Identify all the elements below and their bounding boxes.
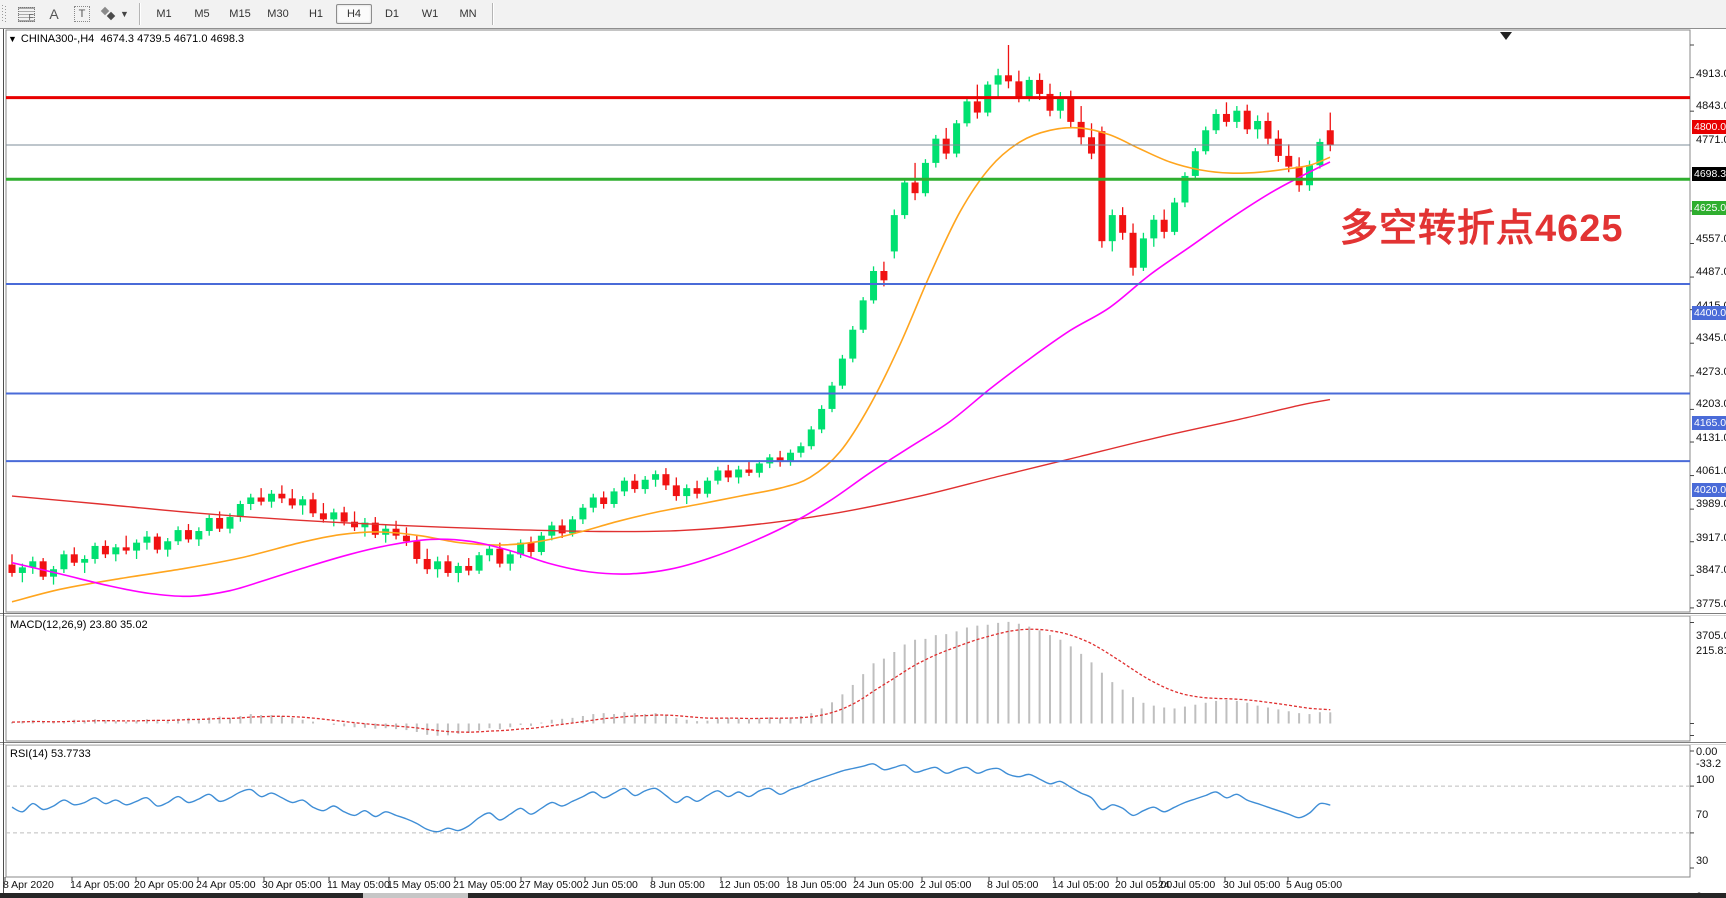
text-tool-icon[interactable]: T: [70, 4, 94, 24]
toolbar: F A T ▼ M1 M5 M15 M30 H1 H4 D1 W1 MN: [0, 0, 1726, 29]
timeframe-button-m15[interactable]: M15: [229, 8, 251, 20]
text-label-a-icon[interactable]: A: [49, 6, 59, 22]
cursor-style-icon: [101, 6, 117, 22]
indicators-grid-icon[interactable]: F: [14, 4, 38, 24]
timeframe-group: M1 M5 M15 M30 H1 H4 D1 W1 MN: [145, 4, 487, 24]
timeframe-button-d1[interactable]: D1: [384, 8, 400, 20]
text-t-icon: T: [74, 6, 90, 22]
timeframe-button-m5[interactable]: M5: [194, 8, 210, 20]
grid-f-icon: F: [17, 6, 35, 22]
timeframe-button-mn[interactable]: MN: [459, 8, 477, 20]
timeframe-button-m30[interactable]: M30: [267, 8, 289, 20]
toolbar-separator: [492, 3, 493, 25]
timeframe-button-m1[interactable]: M1: [156, 8, 172, 20]
timeframe-button-w1[interactable]: W1: [421, 8, 439, 20]
timeframe-button-h1[interactable]: H1: [308, 8, 324, 20]
cursor-style-button[interactable]: ▼: [98, 4, 132, 24]
toolbar-drag-handle[interactable]: [2, 5, 8, 23]
toolbar-separator: [139, 3, 140, 25]
chart-window[interactable]: ▼ CHINA300-,H4 4674.3 4739.5 4671.0 4698.…: [0, 29, 1726, 898]
timeframe-button-h4[interactable]: H4: [336, 4, 372, 24]
chart-canvas[interactable]: [0, 29, 1726, 898]
chevron-down-icon: ▼: [120, 9, 129, 19]
